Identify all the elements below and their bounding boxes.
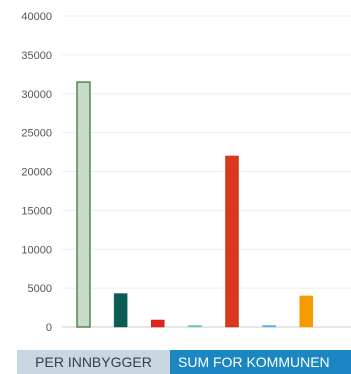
- bar-5[interactable]: [225, 155, 239, 328]
- y-tick-label: 15000: [21, 205, 52, 217]
- y-axis: 0 5000 10000 15000 20000 25000 30000 35000 40000: [21, 11, 351, 334]
- y-tick-label: 35000: [21, 50, 52, 62]
- y-tick-label: 10000: [21, 244, 52, 256]
- bar-4[interactable]: [188, 325, 202, 328]
- y-tick-label: 0: [46, 322, 52, 334]
- tab-sum-for-kommunen[interactable]: SUM FOR KOMMUNEN: [170, 350, 351, 374]
- y-tick-label: 25000: [21, 128, 52, 140]
- bar-1[interactable]: [76, 81, 91, 328]
- y-tick-label: 30000: [21, 89, 52, 101]
- view-tabs: PER INNBYGGER SUM FOR KOMMUNEN: [17, 350, 351, 374]
- y-tick-label: 40000: [21, 11, 52, 23]
- bar-series: [76, 81, 313, 328]
- bar-7[interactable]: [299, 295, 313, 328]
- grid-lines: [62, 15, 351, 328]
- bar-6[interactable]: [262, 325, 276, 328]
- tab-per-innbygger[interactable]: PER INNBYGGER: [17, 350, 170, 374]
- bar-3[interactable]: [151, 319, 165, 328]
- y-tick-label: 5000: [28, 283, 52, 295]
- bar-2[interactable]: [113, 293, 128, 328]
- y-tick-label: 20000: [21, 167, 52, 179]
